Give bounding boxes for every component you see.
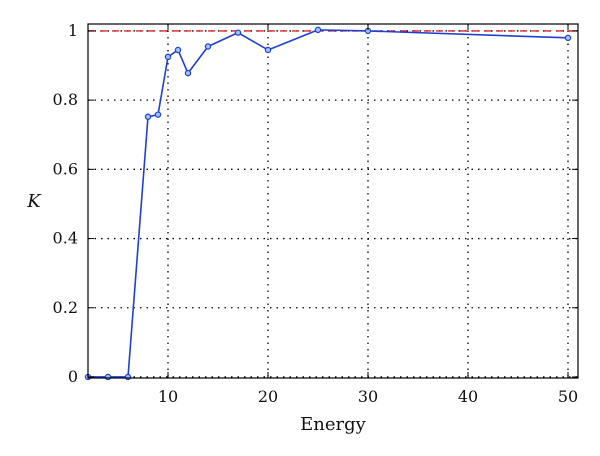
x-tick-label: 20 (258, 387, 278, 406)
tick-labels: 10 20 30 40 50 0 0.2 0.4 0.6 0.8 1 (53, 21, 579, 406)
data-point (264, 46, 272, 54)
data-point (314, 26, 322, 34)
series-group (84, 26, 572, 381)
x-axis-title: Energy (300, 414, 367, 435)
data-point (564, 34, 572, 42)
data-point (154, 111, 162, 118)
data-point (164, 53, 172, 61)
data-point (124, 373, 132, 381)
x-tick-label: 40 (458, 387, 478, 406)
y-tick-label: 0.4 (53, 229, 78, 248)
series-line (88, 29, 569, 378)
x-tick-label: 30 (358, 387, 378, 406)
data-point (234, 29, 242, 36)
plot-frame (87, 23, 579, 379)
x-tick-label: 10 (158, 387, 178, 406)
data-point (184, 69, 192, 77)
data-point (204, 43, 212, 50)
x-tick-label: 50 (558, 387, 578, 406)
data-point (104, 373, 112, 381)
data-point (174, 46, 182, 54)
ticks (88, 24, 578, 378)
y-tick-label: 0 (68, 367, 78, 386)
y-tick-label: 0.6 (53, 159, 78, 178)
y-tick-label: 0.2 (53, 298, 78, 317)
y-tick-label: 0.8 (53, 90, 78, 109)
data-point (144, 113, 152, 120)
y-axis-title: K (26, 191, 42, 212)
y-tick-label: 1 (68, 21, 78, 40)
grid (88, 24, 578, 378)
